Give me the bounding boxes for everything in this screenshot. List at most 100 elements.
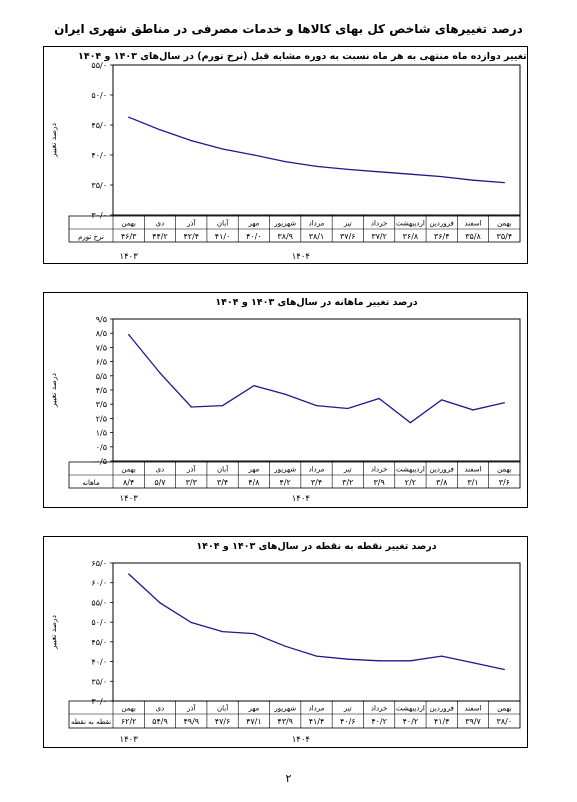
x-category-label: دی: [156, 466, 165, 474]
x-category-label: مرداد: [309, 466, 325, 474]
x-category-label: خرداد: [371, 466, 387, 474]
point-to-point-line-chart: درصد تغییر نقطه به نقطه در سال‌های ۱۴۰۳ …: [49, 541, 521, 745]
data-value-label: ۳۸/۰: [497, 717, 513, 726]
x-category-label: شهریور: [273, 705, 296, 713]
y-axis-label: درصد تغییر: [49, 123, 58, 158]
monthly-change-chart-panel: درصد تغییر ماهانه در سال‌های ۱۴۰۳ و ۱۴۰۴…: [43, 292, 528, 508]
data-value-label: ۴۶/۳: [121, 232, 137, 241]
data-point: [253, 385, 255, 387]
data-point: [378, 397, 380, 400]
year-label: ۱۴۰۳: [120, 735, 139, 745]
x-category-label: دی: [156, 705, 165, 713]
x-category-label: اسفند: [464, 220, 481, 228]
data-point: [159, 602, 161, 604]
x-category-label: تیر: [343, 705, 352, 713]
data-value-label: ۴۴/۲: [152, 232, 168, 241]
data-value-label: ۲/۲: [405, 478, 416, 487]
year-label: ۱۴۰۳: [120, 252, 139, 262]
data-point: [128, 116, 130, 118]
data-point: [347, 658, 349, 660]
data-point: [315, 655, 318, 657]
x-category-label: بهمن: [497, 705, 512, 713]
data-point: [128, 573, 130, 575]
y-tick-label: ۵۵/۰: [91, 61, 107, 70]
data-value-label: ۳۵/۴: [497, 232, 513, 241]
x-category-label: مرداد: [309, 220, 325, 228]
chart-title: درصد تغییر ماهانه در سال‌های ۱۴۰۳ و ۱۴۰۴: [215, 297, 417, 308]
data-value-label: ۳/۲: [342, 478, 353, 487]
x-category-label: آبان: [217, 465, 229, 474]
data-value-label: ۳/۱: [467, 478, 478, 487]
data-point: [221, 405, 224, 407]
table-row-label: نقطه به نقطه: [71, 718, 111, 726]
x-category-label: آذر: [186, 704, 196, 713]
data-point: [315, 405, 318, 407]
series-line: [128, 573, 505, 671]
data-value-label: ۳۹/۷: [465, 717, 481, 726]
page-title: درصد تغییرهای شاخص کل بهای کالاها و خدما…: [54, 22, 523, 36]
data-point: [284, 161, 286, 163]
data-point: [378, 171, 380, 173]
data-value-label: ۴۰/۰: [246, 232, 262, 241]
x-category-label: مرداد: [309, 705, 325, 713]
data-point: [347, 168, 349, 170]
x-category-label: اسفند: [464, 705, 481, 713]
point-to-point-chart-panel: درصد تغییر نقطه به نقطه در سال‌های ۱۴۰۳ …: [43, 536, 528, 748]
data-value-label: ۴/۲: [280, 478, 291, 487]
data-point: [221, 631, 224, 633]
x-category-label: شهریور: [273, 220, 296, 228]
chart-title: درصد تغییر نقطه به نقطه در سال‌های ۱۴۰۳ …: [196, 541, 436, 552]
x-category-label: بهمن: [121, 705, 136, 713]
data-point: [253, 632, 255, 635]
x-category-label: مهر: [247, 466, 259, 474]
x-category-label: دی: [156, 220, 165, 228]
x-category-label: اردیبهشت: [396, 220, 425, 228]
y-tick-label: ۸/۵: [96, 329, 107, 338]
data-value-label: ۴۰/۲: [371, 717, 387, 726]
series-line: [128, 116, 505, 184]
series-line: [128, 334, 505, 424]
data-value-label: ۴/۸: [248, 478, 260, 487]
y-tick-label: ۳۰/۰: [91, 697, 107, 706]
data-value-label: ۴۱/۴: [309, 717, 325, 726]
x-category-label: خرداد: [371, 220, 387, 228]
x-category-label: شهریور: [273, 466, 296, 474]
data-value-label: ۴۱/۴: [434, 717, 450, 726]
y-axis-label: درصد تغییر: [49, 373, 58, 408]
x-category-label: خرداد: [371, 705, 387, 713]
data-value-label: ۴۰/۶: [340, 717, 356, 726]
x-category-label: آذر: [186, 219, 196, 228]
plot-area: [112, 562, 521, 702]
data-value-label: ۳۸/۹: [277, 232, 293, 241]
data-value-label: ۴۷/۱: [246, 717, 262, 726]
data-point: [472, 662, 474, 664]
x-category-label: مهر: [247, 705, 259, 713]
x-category-label: بهمن: [121, 220, 136, 228]
data-value-label: ۳/۶: [499, 478, 510, 487]
data-point: [253, 154, 255, 156]
y-tick-label: ۴۵/۰: [91, 121, 107, 130]
data-point: [503, 668, 505, 671]
data-value-label: ۴۷/۶: [215, 717, 231, 726]
data-value-label: ۴۳/۹: [277, 717, 293, 726]
x-category-label: اسفند: [464, 466, 481, 474]
inflation-chart-panel: درصد تغییر دوازده ماه منتهی به هر ماه نس…: [43, 46, 529, 264]
x-category-label: اردیبهشت: [396, 705, 425, 713]
data-value-label: ۳۶/۴: [434, 232, 450, 241]
data-point: [190, 140, 192, 142]
data-point: [503, 182, 505, 184]
monthly-change-line-chart: درصد تغییر ماهانه در سال‌های ۱۴۰۳ و ۱۴۰۴…: [49, 297, 521, 504]
x-category-label: تیر: [343, 466, 352, 474]
x-category-label: بهمن: [497, 466, 512, 474]
y-tick-label: ۶۵/۰: [91, 559, 107, 568]
y-tick-label: ۴/۵: [96, 386, 107, 395]
y-tick-label: ۹/۵: [96, 315, 107, 324]
x-category-label: بهمن: [121, 466, 136, 474]
y-tick-label: ۳۰/۰: [91, 211, 107, 220]
chart-title: درصد تغییر دوازده ماه منتهی به هر ماه نس…: [78, 51, 529, 62]
data-value-label: ۵/۷: [154, 478, 166, 487]
y-axis-label: درصد تغییر: [49, 615, 58, 650]
year-label: ۱۴۰۴: [292, 494, 310, 504]
data-value-label: ۴۰/۲: [403, 717, 419, 726]
data-value-label: ۳۷/۶: [340, 232, 356, 241]
